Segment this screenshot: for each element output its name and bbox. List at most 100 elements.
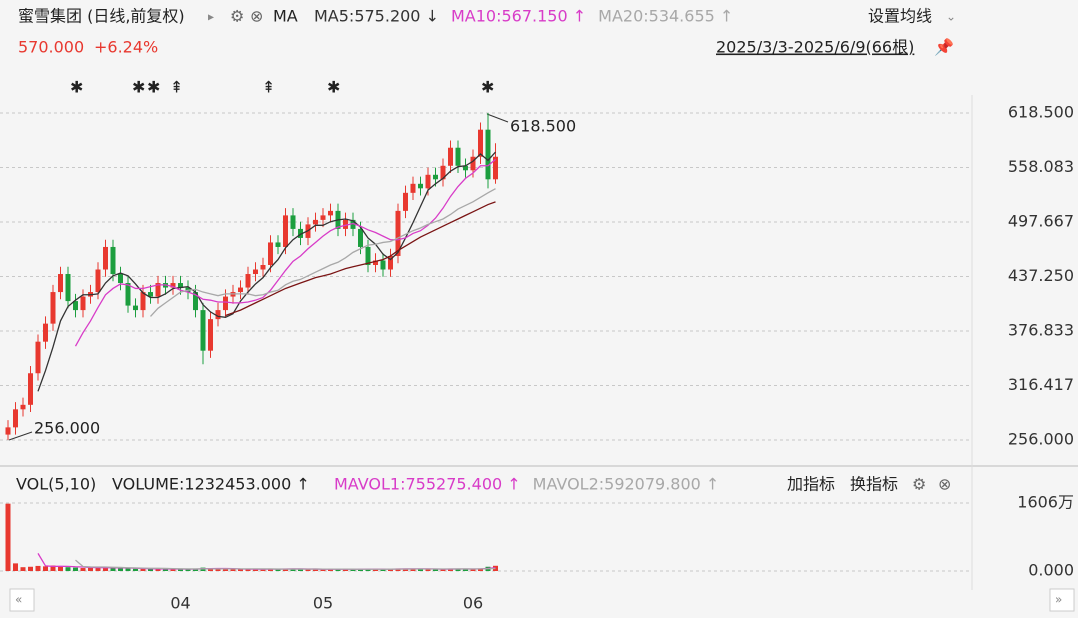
- candle-body: [373, 260, 378, 265]
- candle-body: [410, 183, 416, 193]
- volume-bar: [193, 568, 198, 571]
- scroll-right[interactable]: [1049, 588, 1075, 612]
- volume-bar: [223, 569, 228, 571]
- volume-bar: [110, 568, 116, 571]
- scroll-right-icon[interactable]: »: [1055, 593, 1062, 607]
- candle-body: [425, 174, 431, 189]
- candle-body: [320, 215, 326, 220]
- switch-indicator[interactable]: 换指标: [850, 475, 898, 494]
- candle-body: [110, 246, 116, 275]
- volume-bar: [88, 567, 93, 571]
- candle-body: [58, 274, 63, 293]
- volume-bar: [268, 568, 273, 571]
- add-indicator[interactable]: 加指标: [787, 475, 835, 494]
- candle-body: [470, 156, 476, 171]
- volume-bar: [28, 566, 33, 571]
- y-tick-label: 376.833: [1008, 321, 1074, 340]
- min-annotation: 256.000: [34, 419, 100, 438]
- volume-bar: [125, 568, 131, 571]
- candle-body: [148, 292, 153, 297]
- volume-bar: [478, 568, 483, 571]
- candle-body: [433, 174, 438, 180]
- candle-body: [170, 283, 176, 288]
- y-tick-label: 437.250: [1008, 266, 1074, 285]
- candle-body: [478, 129, 483, 157]
- date-range[interactable]: 2025/3/3-2025/6/9(66根): [716, 38, 914, 57]
- candle-body: [208, 319, 213, 351]
- scroll-left[interactable]: [9, 588, 35, 612]
- ma-line: [37, 151, 496, 392]
- volume-bar: [43, 566, 48, 571]
- volume-bar: [65, 567, 71, 571]
- candle-body: [260, 264, 266, 270]
- candle-body: [20, 404, 26, 410]
- volume-bar: [118, 568, 123, 571]
- candle-body: [118, 274, 123, 284]
- legend-entry: MAVOL1:755275.400 ↑: [334, 475, 521, 494]
- settings-icon[interactable]: ⚙: [230, 7, 244, 26]
- candle-body: [43, 323, 48, 342]
- volume-legend: VOLUME:1232453.000 ↑: [112, 475, 310, 494]
- volume-bar: [313, 569, 318, 571]
- ma-line: [150, 188, 496, 317]
- min-arrow: [8, 431, 33, 441]
- svg-text:⇞: ⇞: [262, 78, 275, 97]
- max-annotation: 618.500: [510, 117, 576, 136]
- volume-bar: [35, 565, 41, 571]
- volume-bar: [185, 569, 191, 571]
- price-change: +6.24%: [94, 38, 158, 57]
- y-tick-label: 618.500: [1008, 103, 1074, 122]
- volume-bar: [283, 568, 288, 571]
- close-icon[interactable]: ⊗: [938, 475, 951, 494]
- legend-entry: MA10:567.150 ↑: [451, 7, 586, 26]
- candle-body: [358, 228, 363, 247]
- volume-bar: [208, 568, 213, 571]
- candle-body: [493, 156, 498, 180]
- volume-bar: [50, 565, 56, 571]
- settings-icon[interactable]: ⚙: [912, 475, 926, 494]
- ma-label: MA: [273, 7, 298, 26]
- candle-body: [178, 283, 183, 288]
- volume-bar: [275, 569, 281, 571]
- volume-bar: [305, 569, 311, 571]
- candle-body: [28, 373, 33, 405]
- candle-body: [343, 219, 348, 229]
- dropdown-icon[interactable]: ⌄: [946, 10, 956, 24]
- candle-body: [448, 147, 453, 166]
- svg-text:✱: ✱: [481, 78, 494, 97]
- volume-bar: [425, 569, 431, 571]
- ma-settings[interactable]: 设置均线: [868, 7, 932, 26]
- candle-body: [455, 147, 461, 166]
- candle-body: [380, 260, 386, 270]
- volume-bar: [350, 569, 356, 571]
- svg-text:✱: ✱: [147, 78, 160, 97]
- candle-body: [298, 228, 303, 238]
- close-icon[interactable]: ⊗: [250, 7, 263, 26]
- scroll-left-icon[interactable]: «: [15, 593, 22, 607]
- expand-icon[interactable]: ▸: [208, 10, 214, 24]
- volume-bar: [448, 568, 453, 571]
- volume-bar: [58, 566, 63, 571]
- candle-body: [268, 242, 273, 265]
- candle-body: [95, 269, 101, 293]
- volume-bar: [343, 569, 348, 571]
- candle-body: [283, 215, 288, 247]
- y-tick-label: 497.667: [1008, 211, 1074, 230]
- volume-bar: [418, 569, 423, 571]
- volume-bar: [440, 569, 446, 571]
- candle-body: [140, 292, 146, 311]
- candle-body: [388, 255, 393, 270]
- svg-text:✱: ✱: [327, 78, 340, 97]
- candle-body: [365, 246, 371, 265]
- volume-bar: [170, 569, 176, 571]
- x-tick-label: 05: [313, 594, 333, 613]
- pin-icon[interactable]: 📌: [934, 38, 954, 57]
- volume-bar: [13, 563, 18, 571]
- candle-body: [290, 215, 296, 229]
- candle-body: [133, 305, 138, 311]
- volume-bar: [365, 568, 371, 571]
- candle-body: [403, 192, 408, 211]
- volume-bar: [433, 569, 438, 571]
- volume-bar: [103, 567, 108, 571]
- volume-bar: [95, 567, 101, 571]
